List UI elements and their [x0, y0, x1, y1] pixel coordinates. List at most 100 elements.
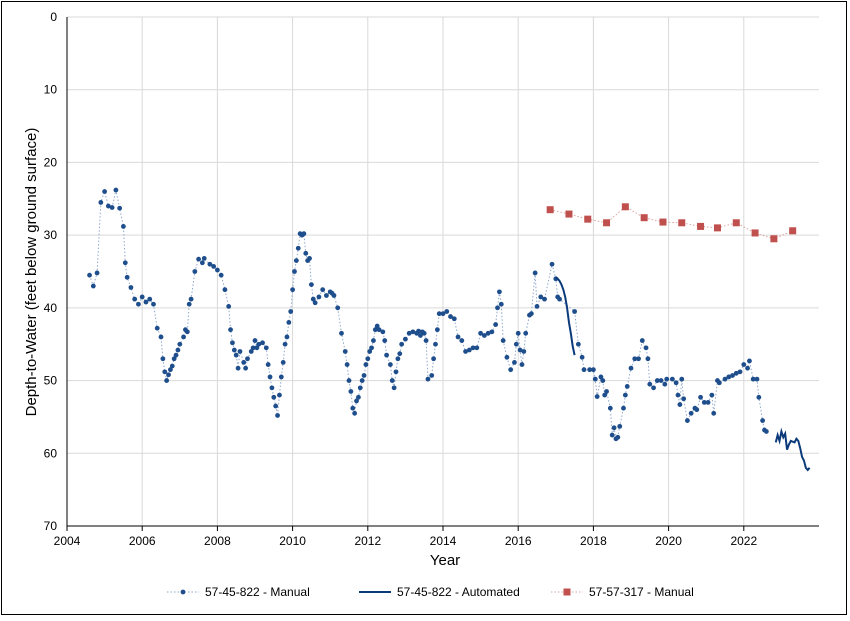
data-point — [290, 287, 295, 293]
data-point — [367, 349, 373, 354]
data-point — [309, 282, 314, 287]
legend: 57-45-822 - Manual 57-45-822 - Automated 5… — [167, 585, 694, 599]
legend-item-1: 57-45-822 - Automated — [359, 585, 520, 599]
data-point — [609, 432, 615, 438]
legend-label: 57-45-822 - Automated — [397, 585, 520, 599]
data-point — [94, 270, 100, 276]
data-point — [745, 365, 750, 371]
data-point — [207, 261, 213, 267]
data-point — [498, 301, 504, 307]
data-point — [168, 367, 173, 373]
data-point — [122, 260, 128, 266]
data-point — [508, 367, 514, 373]
data-point — [532, 270, 538, 276]
data-point — [90, 283, 96, 289]
data-point — [651, 385, 656, 391]
data-point — [681, 396, 687, 402]
x-tick-label: 2020 — [655, 534, 682, 548]
x-tick-label: 2008 — [204, 534, 231, 548]
data-point — [166, 372, 171, 378]
data-point — [754, 376, 760, 382]
data-point — [263, 345, 269, 351]
data-point — [418, 333, 423, 338]
data-point — [600, 378, 606, 383]
data-point — [459, 338, 465, 343]
y-tick-label: 70 — [44, 519, 58, 533]
data-point — [273, 403, 279, 409]
data-point — [737, 369, 743, 375]
data-point — [271, 394, 277, 400]
data-point — [497, 289, 502, 295]
series-line — [89, 189, 767, 440]
data-point — [184, 329, 190, 335]
data-point — [622, 392, 628, 398]
data-point — [222, 287, 228, 293]
data-point — [181, 334, 186, 340]
data-point — [423, 338, 429, 343]
data-point — [346, 378, 352, 383]
chart-axes — [66, 17, 819, 531]
data-point — [621, 405, 626, 411]
series-line — [555, 276, 576, 356]
data-point — [538, 294, 544, 300]
data-point — [316, 294, 322, 300]
x-tick-labels: 2004 2006 2008 2010 2012 2014 2016 2018 2020 2022 — [54, 534, 758, 548]
data-point — [474, 345, 480, 351]
data-point — [675, 392, 681, 398]
series-0 — [87, 187, 769, 442]
data-point — [160, 356, 166, 362]
data-point — [228, 327, 233, 333]
data-point — [109, 205, 115, 210]
data-point — [763, 429, 769, 434]
data-point — [252, 338, 258, 343]
data-point — [121, 224, 126, 229]
data-point — [669, 376, 675, 382]
x-tick-label: 2014 — [430, 534, 457, 548]
data-point — [429, 373, 435, 378]
data-point — [584, 215, 592, 223]
data-point — [685, 418, 690, 423]
data-point — [173, 352, 179, 358]
data-point — [617, 423, 623, 429]
data-point — [363, 362, 369, 367]
data-point — [621, 203, 629, 211]
data-point — [722, 376, 728, 382]
data-point — [624, 383, 630, 389]
data-point — [113, 187, 119, 193]
data-point — [678, 219, 686, 227]
data-point — [395, 356, 401, 362]
x-tick-label: 2006 — [129, 534, 156, 548]
data-point — [284, 334, 290, 340]
data-point — [659, 218, 667, 226]
data-point — [632, 356, 638, 362]
data-point — [267, 374, 273, 380]
data-point — [339, 330, 344, 336]
data-point — [434, 327, 440, 333]
x-tick-label: 2012 — [354, 534, 381, 548]
data-point — [139, 294, 145, 300]
y-tick-label: 10 — [44, 83, 58, 97]
data-point — [444, 309, 450, 314]
data-point — [603, 219, 611, 227]
data-point — [260, 340, 265, 346]
data-point — [286, 320, 292, 325]
data-point — [177, 341, 183, 347]
y-tick-label: 20 — [44, 155, 58, 169]
data-point — [188, 296, 194, 302]
data-point — [331, 293, 337, 298]
data-point — [677, 402, 683, 407]
data-point — [164, 378, 170, 383]
data-point — [335, 305, 341, 311]
data-point — [186, 301, 192, 307]
data-point — [226, 304, 232, 309]
data-point — [750, 376, 756, 382]
x-tick-label: 2022 — [730, 534, 757, 548]
data-point — [607, 405, 613, 411]
data-point — [403, 336, 408, 342]
data-point — [466, 347, 472, 353]
x-tick-label: 2016 — [505, 534, 532, 548]
legend-item-0: 57-45-822 - Manual — [167, 585, 310, 599]
chart-grid — [67, 16, 819, 526]
data-point — [397, 351, 403, 357]
